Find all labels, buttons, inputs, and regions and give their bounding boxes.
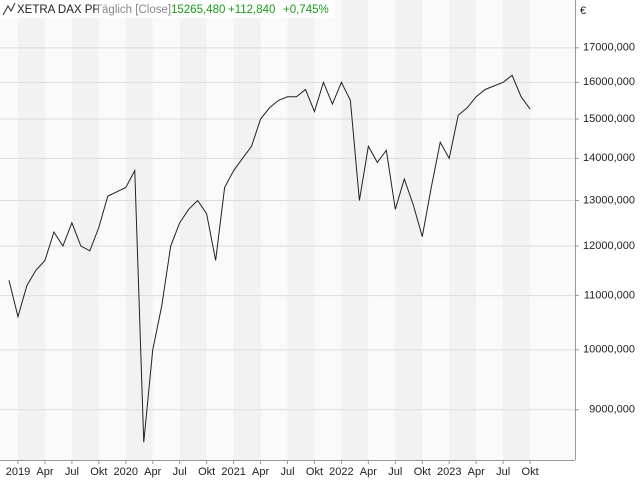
x-tick-label: Okt [414,466,431,478]
x-tick-label: Jul [173,466,187,478]
x-tick-label: Apr [36,466,53,478]
stripe [125,0,153,460]
y-tick-label: 14000,000 [583,152,635,164]
x-tick-label: Jul [280,466,294,478]
stripe [287,0,315,460]
x-tick-label: Jul [496,466,510,478]
x-tick-label: 2021 [221,466,245,478]
stripe [476,0,504,460]
last-value: 15265,480 [171,4,225,16]
y-tick-label: 11000,000 [584,289,635,301]
header-bg [0,0,335,18]
x-tick-label: 2022 [329,466,353,478]
plot [8,74,531,443]
stripe [395,0,423,460]
stripe [152,0,180,460]
stripe [98,0,126,460]
x-tick-label: 2020 [114,466,138,478]
stripe [44,0,72,460]
y-tick-label: 13000,000 [583,194,635,206]
stripe [17,0,45,460]
x-tick-label: Jul [65,466,79,478]
stripe [233,0,261,460]
stripe [449,0,477,460]
change: +112,840 [228,4,275,16]
background [0,0,575,460]
x-tick-label: Apr [252,466,269,478]
stripe [422,0,450,460]
x-tick-label: Okt [198,466,215,478]
y-tick-label: 17000,000 [583,42,635,54]
price-line [8,74,531,443]
stripe [206,0,234,460]
x-tick-label: Okt [306,466,323,478]
chart-title: XETRA DAX PF [17,4,99,16]
y-tick-label: 12000,000 [583,240,635,252]
stripe [368,0,396,460]
x-tick-label: Okt [522,466,539,478]
stripe [503,0,531,460]
y-tick-label: 16000,000 [583,76,635,88]
stripe [0,0,18,460]
subtitle: Täglich [Close] [95,4,171,16]
stripe [530,0,575,460]
stripe [260,0,288,460]
chart-icon [2,2,16,16]
x-tick-label: 2019 [6,466,30,478]
stripe [179,0,207,460]
y-tick-label: 15000,000 [583,113,635,125]
grid [0,47,579,464]
x-tick-label: Apr [468,466,485,478]
x-tick-label: Okt [90,466,107,478]
x-tick-label: Jul [388,466,402,478]
stripe [314,0,342,460]
x-tick-label: 2023 [437,466,461,478]
stripe [71,0,99,460]
x-tick-label: Apr [144,466,161,478]
x-tick-label: Apr [360,466,377,478]
stripe [341,0,369,460]
y-tick-label: 10000,000 [583,344,635,356]
currency: € [580,5,586,17]
y-tick-label: 9000,000 [589,404,635,416]
change-percent: +0,745% [283,4,329,16]
